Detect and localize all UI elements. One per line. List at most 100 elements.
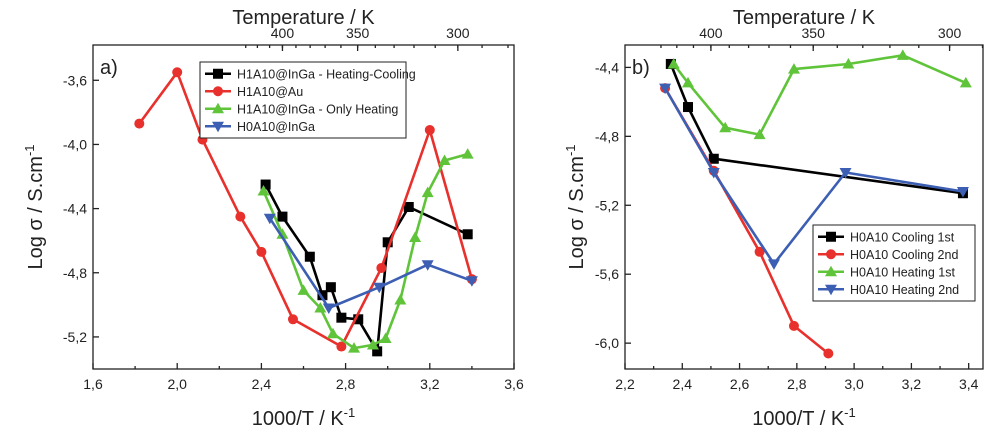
data-point	[424, 125, 435, 136]
data-point	[336, 341, 347, 352]
data-point	[276, 228, 289, 239]
data-point	[376, 262, 387, 273]
data-point	[767, 259, 780, 270]
series-3	[667, 49, 972, 140]
top-axis-title: Temperature / K	[733, 7, 876, 29]
data-point	[322, 303, 335, 315]
top-tick-label: 400	[271, 25, 295, 41]
data-point	[956, 186, 969, 198]
x-tick-label: 3,2	[420, 376, 440, 392]
x-tick-label: 3,2	[902, 376, 922, 392]
chart-panel-2: 2,2 2,4 2,6 2,8 3,0 3,2 3,4 -4,4 -4,8 -5,2 -5,6 -6,…	[563, 7, 984, 430]
x-axis-title: 1000/T / K-1	[252, 405, 355, 430]
y-tick-label: -4,0	[63, 136, 87, 152]
data-point	[409, 231, 422, 242]
legend-marker	[825, 265, 837, 277]
data-point	[256, 246, 267, 257]
data-point	[353, 314, 364, 325]
series-1	[665, 58, 968, 199]
x-tick-label: 3,6	[504, 376, 524, 392]
legend-marker	[825, 284, 837, 296]
x-tick-label: 2,8	[787, 376, 807, 392]
x-tick-label: 2,4	[252, 376, 272, 392]
data-point	[839, 168, 852, 179]
y-tick-label: -5,2	[63, 329, 87, 345]
y-tick-label: -6,0	[595, 335, 619, 351]
series-3	[257, 148, 474, 353]
legend-marker	[212, 121, 224, 133]
top-tick-label: 400	[699, 25, 723, 41]
data-point	[438, 154, 451, 165]
legend-entry: H1A10@Au	[237, 85, 303, 99]
top-tick-label: 300	[938, 25, 962, 41]
data-point	[465, 276, 478, 287]
data-point	[325, 282, 336, 293]
plot-frame	[624, 44, 984, 370]
x-tick-label: 3,0	[844, 376, 864, 392]
series-line	[669, 63, 964, 195]
data-point	[787, 63, 800, 74]
x-tick-label: 2,6	[730, 376, 750, 392]
data-point	[372, 346, 383, 357]
data-point	[667, 57, 680, 69]
legend: H0A10 Cooling 1st H0A10 Cooling 2nd H0A10 …	[812, 224, 976, 302]
x-tick-label: 2,0	[167, 376, 187, 392]
top-tick-label: 350	[802, 25, 826, 41]
y-tick-label: -4,8	[595, 128, 619, 144]
data-point	[172, 67, 183, 78]
data-point	[134, 118, 145, 129]
data-point	[682, 76, 695, 88]
legend-entry: H0A10@InGa	[237, 120, 315, 134]
data-point	[462, 229, 473, 240]
data-point	[257, 184, 270, 196]
top-tick-label: 300	[446, 25, 470, 41]
legend-entry: H1A10@InGa - Heating-Cooling	[237, 67, 416, 81]
data-point	[277, 211, 288, 222]
legend-marker	[826, 249, 836, 260]
y-tick-label: -4,4	[595, 59, 619, 75]
panel-label: b)	[632, 57, 650, 79]
series-4	[263, 213, 478, 315]
panel-label: a)	[100, 57, 118, 79]
data-point	[461, 148, 474, 159]
legend-marker	[212, 102, 224, 114]
y-tick-label: -3,6	[63, 72, 87, 88]
x-tick-label: 2,4	[673, 376, 693, 392]
data-point	[659, 83, 672, 95]
data-point	[708, 153, 719, 164]
data-point	[823, 348, 834, 359]
data-point	[263, 213, 276, 225]
data-point	[788, 320, 799, 331]
series-1	[260, 179, 473, 357]
data-point	[304, 251, 315, 262]
data-point	[421, 186, 434, 198]
top-tick-label: 350	[346, 25, 370, 41]
data-point	[314, 302, 327, 313]
data-point	[326, 327, 339, 339]
legend-box	[199, 61, 407, 139]
data-point	[754, 246, 765, 257]
data-point	[260, 179, 271, 190]
series-4	[659, 83, 969, 270]
legend-marker	[213, 86, 223, 97]
data-point	[348, 342, 361, 353]
data-point	[707, 168, 720, 179]
y-tick-label: -5,2	[595, 197, 619, 213]
y-axis-title: Log σ / S.cm-1	[563, 144, 588, 269]
legend-marker	[213, 68, 223, 79]
data-point	[379, 332, 392, 344]
data-point	[842, 57, 855, 69]
legend: H1A10@InGa - Heating-Cooling H1A10@Au H1A1…	[199, 61, 416, 139]
legend-entry: H0A10 Cooling 2nd	[850, 248, 958, 262]
legend-marker	[826, 231, 836, 242]
data-point	[421, 260, 434, 271]
data-point	[753, 128, 766, 140]
series-line	[672, 53, 967, 136]
data-point	[719, 121, 732, 133]
x-tick-label: 2,2	[615, 376, 635, 392]
y-axis-title: Log σ / S.cm-1	[22, 144, 47, 269]
data-point	[366, 338, 379, 350]
y-tick-label: -5,6	[595, 266, 619, 282]
data-point	[394, 294, 407, 305]
